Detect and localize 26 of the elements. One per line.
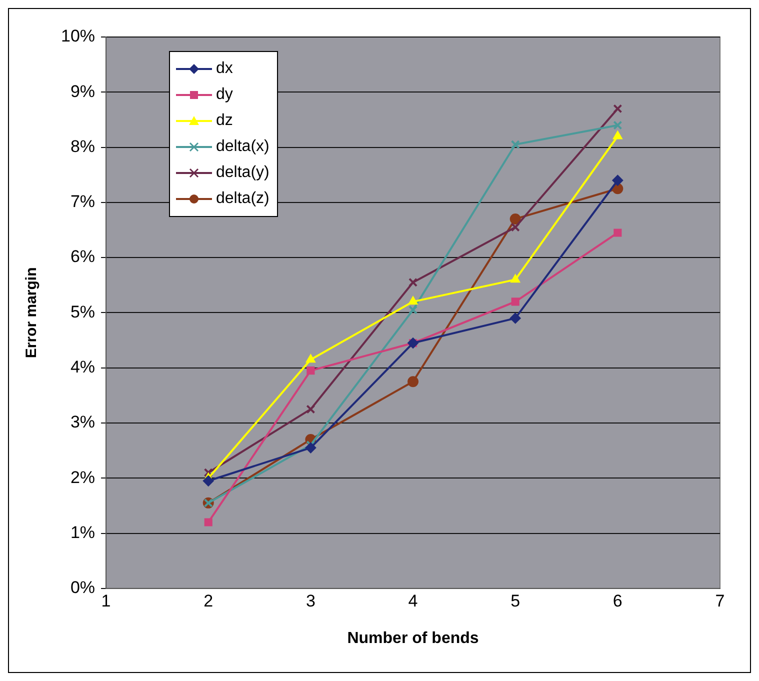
legend-label: delta(y): [216, 164, 270, 182]
y-tick-label: 6%: [70, 247, 96, 266]
y-tick-label: 7%: [70, 192, 96, 212]
x-tick-label: 1: [101, 591, 111, 610]
x-tick-label: 5: [510, 591, 520, 610]
legend-label: delta(x): [216, 138, 270, 156]
y-tick-label: 2%: [70, 468, 96, 487]
legend-label: dy: [216, 86, 233, 104]
y-tick-label: 3%: [70, 412, 96, 432]
legend-label: dz: [216, 112, 233, 130]
x-tick-label: 4: [408, 591, 418, 610]
y-tick-label: 10%: [60, 26, 96, 46]
y-axis-title: Error margin: [23, 267, 40, 358]
legend-label: delta(z): [216, 190, 270, 208]
x-tick-label: 2: [204, 591, 214, 610]
x-tick-label: 6: [612, 591, 622, 610]
y-tick-label: 8%: [70, 136, 96, 156]
y-tick-label: 9%: [70, 82, 96, 101]
y-tick-label: 0%: [70, 578, 96, 598]
legend-label: dx: [216, 60, 233, 78]
x-tick-label: 3: [306, 591, 316, 610]
y-tick-label: 4%: [70, 358, 96, 377]
x-tick-label: 7: [715, 591, 725, 610]
y-tick-label: 1%: [70, 522, 96, 542]
y-tick-label: 5%: [70, 302, 96, 322]
x-axis-title: Number of bends: [347, 630, 479, 647]
